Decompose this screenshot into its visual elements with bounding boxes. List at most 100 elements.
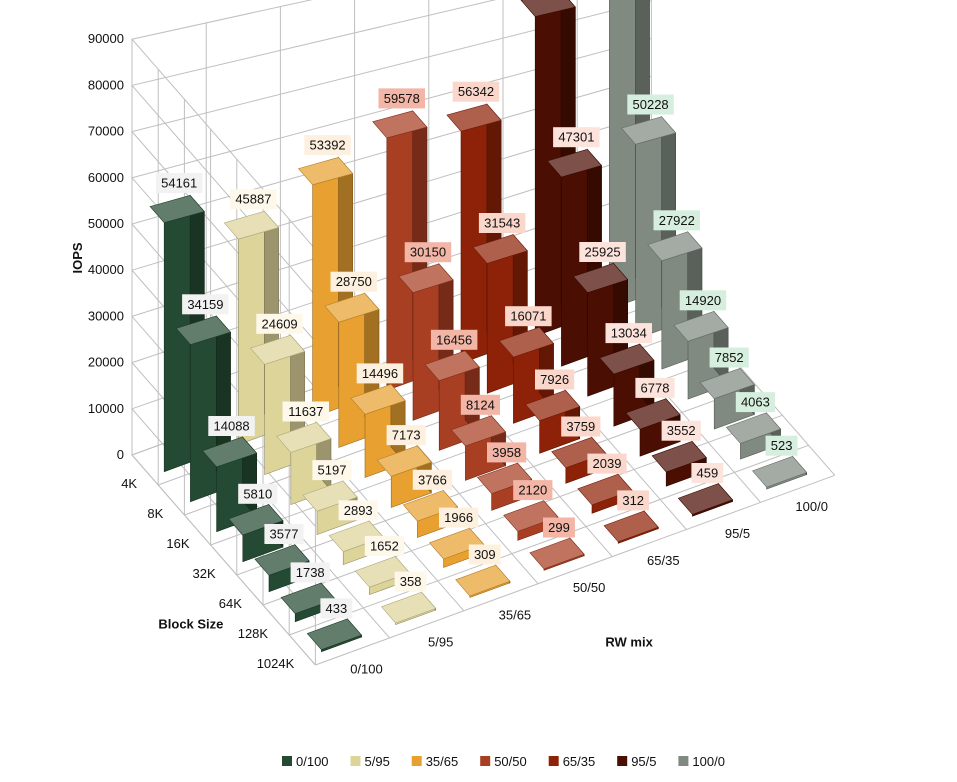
- bar-top-face: [376, 445, 432, 477]
- data-label-bg: [617, 490, 650, 511]
- bar-top-face: [306, 618, 363, 651]
- legend-swatch: [411, 756, 422, 766]
- chart-legend: 0/100 5/95 35/65 50/50 65/35 95/5 100/0: [282, 754, 725, 769]
- bar: [677, 482, 734, 517]
- data-label: 3958: [487, 442, 527, 463]
- data-label-text: 2120: [518, 483, 547, 498]
- data-label-text: 30150: [410, 245, 446, 260]
- data-label-bg: [256, 313, 303, 334]
- floor-gridline: [131, 454, 316, 666]
- x-tick-label: 1024K: [257, 656, 295, 671]
- bar-top-face: [455, 564, 511, 597]
- y-tick-label: 50000: [88, 216, 124, 231]
- data-label-bg: [378, 88, 425, 109]
- data-label-bg: [452, 81, 500, 102]
- z-tick-label: 5/95: [428, 634, 453, 649]
- y-tick-label: 60000: [88, 170, 124, 185]
- z-tick-label: 0/100: [350, 662, 383, 677]
- data-label: 16071: [505, 306, 552, 327]
- data-label-text: 7852: [715, 350, 744, 365]
- data-label: 1966: [439, 507, 479, 528]
- z-tick-label: 65/35: [647, 553, 680, 568]
- legend-label: 50/50: [494, 754, 527, 769]
- data-label-text: 7173: [392, 428, 421, 443]
- data-label: 2120: [513, 480, 553, 501]
- data-label-bg: [439, 507, 479, 528]
- data-label: 59578: [378, 88, 425, 109]
- bar-top-face: [699, 367, 755, 400]
- data-label-text: 56342: [458, 84, 494, 99]
- data-label-text: 28750: [336, 274, 372, 289]
- bar: [529, 537, 585, 571]
- data-label-text: 3766: [418, 472, 447, 487]
- data-label: 34159: [182, 294, 229, 315]
- data-label: 312: [617, 490, 650, 511]
- data-label-text: 24609: [262, 316, 298, 331]
- data-label-bg: [478, 213, 526, 233]
- y-tick-label: 0: [117, 447, 124, 462]
- x-tick-label: 16K: [166, 536, 189, 551]
- data-label: 7173: [386, 425, 426, 446]
- bar-top-face: [249, 334, 306, 365]
- bar-top-face: [446, 103, 502, 132]
- legend-swatch: [350, 756, 361, 766]
- data-label-bg: [338, 500, 378, 521]
- data-label-text: 25925: [585, 245, 621, 260]
- z-tick-label: 35/65: [499, 607, 532, 622]
- data-label: 433: [320, 598, 353, 619]
- data-label: 523: [765, 435, 798, 456]
- data-label-bg: [312, 460, 352, 481]
- data-label-bg: [208, 416, 255, 436]
- bar-top-face: [472, 234, 528, 264]
- legend-item: 65/35: [548, 754, 595, 769]
- data-label: 30150: [404, 242, 452, 263]
- data-label-text: 13034: [611, 326, 647, 341]
- data-label-bg: [765, 435, 798, 456]
- y-tick-label: 40000: [88, 262, 124, 277]
- bar-top-face: [297, 157, 354, 186]
- x-tick-label: 32K: [193, 566, 216, 581]
- y-tick-label: 70000: [88, 124, 124, 139]
- data-label: 24609: [256, 313, 303, 334]
- bar-top-face: [673, 311, 729, 342]
- y-tick-label: 10000: [88, 401, 124, 416]
- data-label-text: 16071: [510, 309, 546, 324]
- chart-axes: 0 10000 20000 30000 40000 50000 60000 70000 8000…: [70, 31, 828, 676]
- y-tick-label: 30000: [88, 308, 124, 323]
- bar-top-face: [620, 116, 677, 145]
- bar-top-face: [651, 441, 707, 473]
- legend-item: 0/100: [282, 754, 329, 769]
- data-label-bg: [394, 571, 427, 592]
- data-label-text: 45887: [235, 192, 271, 207]
- data-label-text: 16456: [436, 332, 472, 347]
- legend-item: 100/0: [678, 754, 725, 769]
- bar-top-face: [725, 412, 782, 444]
- data-label: 28750: [330, 271, 377, 292]
- data-label-text: 14920: [685, 293, 721, 308]
- data-label-bg: [330, 271, 377, 292]
- data-label-bg: [653, 210, 700, 231]
- data-label-bg: [635, 377, 675, 398]
- data-label-bg: [553, 127, 600, 148]
- data-label-text: 3552: [667, 423, 696, 438]
- bar-top-face: [276, 422, 332, 453]
- data-label-text: 358: [400, 574, 422, 589]
- legend-swatch: [480, 756, 491, 766]
- data-label: 3759: [561, 416, 601, 437]
- bar-top-face: [546, 148, 603, 178]
- data-label-bg: [155, 173, 203, 193]
- data-label: 14088: [208, 416, 255, 436]
- z-tick-label: 100/0: [795, 499, 828, 514]
- legend-item: 95/5: [617, 754, 657, 769]
- data-label-bg: [290, 562, 330, 583]
- legend-item: 5/95: [350, 754, 390, 769]
- data-label-text: 47301: [558, 130, 594, 145]
- floor-gridline: [315, 474, 835, 666]
- data-label-text: 4063: [741, 395, 770, 410]
- data-label: 54161: [155, 173, 203, 193]
- bar: [276, 421, 332, 506]
- data-label: 47301: [553, 127, 600, 148]
- data-label-text: 523: [771, 438, 793, 453]
